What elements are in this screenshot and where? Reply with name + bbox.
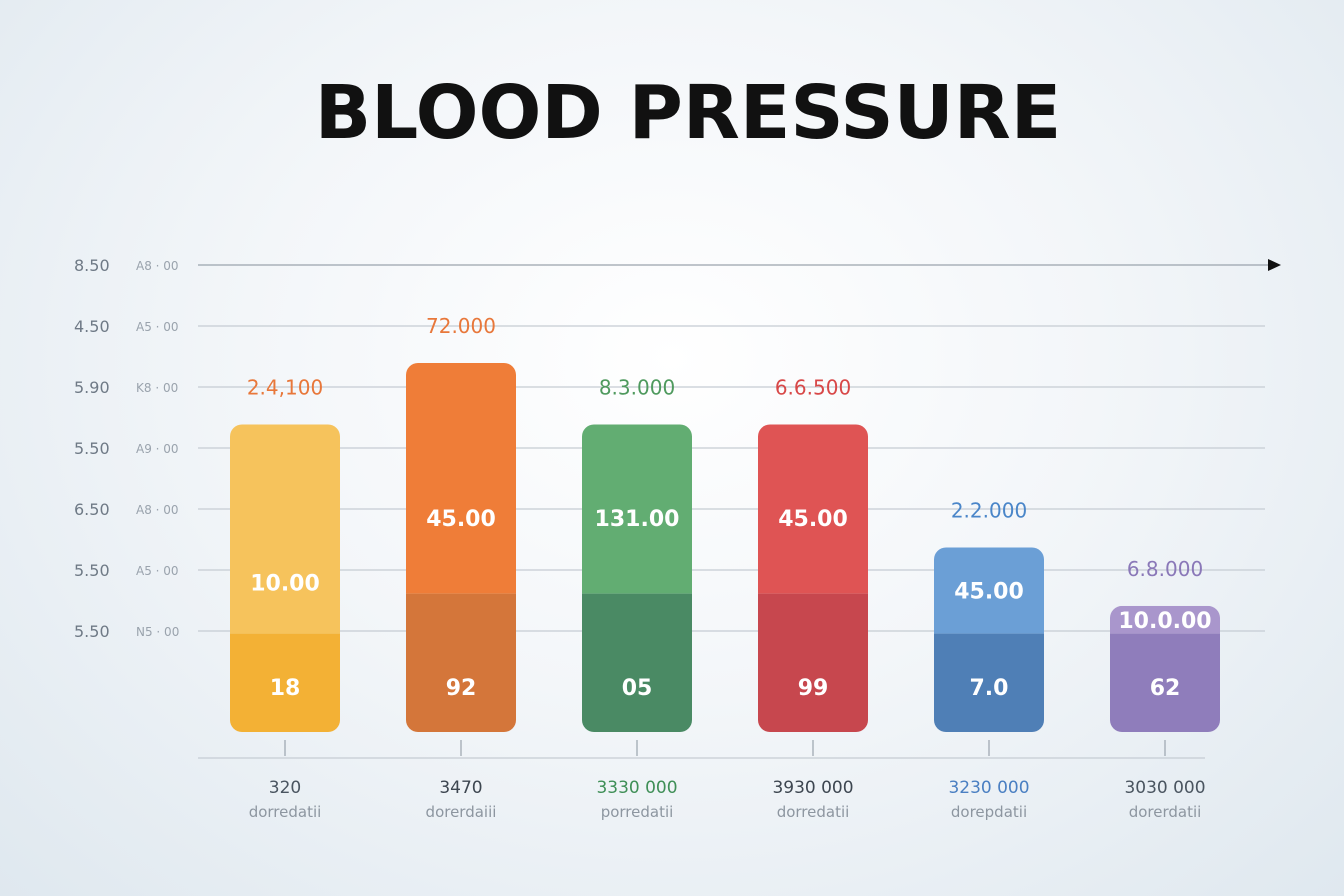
x-category-label: 3030 000 <box>1124 778 1205 798</box>
bar-top-label: 2.4,100 <box>247 376 323 400</box>
y-tick-label: 5.50 <box>74 622 110 641</box>
bar-mid-label: 45.00 <box>954 580 1024 605</box>
x-category-sublabel: dorerdaiii <box>426 803 497 821</box>
bar-top-label: 6.8.000 <box>1127 557 1203 581</box>
bar <box>934 547 1044 634</box>
y-tick-sublabel: A8 · 00 <box>136 259 179 273</box>
bar-group: 8.3.000 131.00 05 <box>582 376 692 732</box>
bar-mid-label: 45.00 <box>778 507 848 532</box>
y-tick-sublabel: A8 · 00 <box>136 503 179 517</box>
bar-group: 6.6.500 45.00 99 <box>758 376 868 732</box>
bar-mid-label: 10.00 <box>250 572 320 597</box>
y-axis: 8.50 A8 · 00 4.50 A5 · 00 5.90 K8 · 00 5.50 A9 … <box>74 256 179 641</box>
axis-arrow-icon <box>1268 259 1281 271</box>
bar-mid-label: 131.00 <box>595 507 680 532</box>
gridlines <box>198 259 1281 632</box>
bar-bottom-label: 7.0 <box>970 676 1009 701</box>
bar <box>582 424 692 594</box>
y-tick-sublabel: A5 · 00 <box>136 320 179 334</box>
x-category-label: 3470 <box>439 778 482 798</box>
bar-group: 72.000 45.00 92 <box>406 314 516 732</box>
bar-base-segment <box>1110 633 1220 732</box>
bar <box>1110 605 1220 634</box>
y-tick-label: 5.50 <box>74 439 110 458</box>
y-tick-sublabel: A5 · 00 <box>136 564 179 578</box>
x-category-label: 3230 000 <box>948 778 1029 798</box>
bar <box>406 363 516 594</box>
x-category-sublabel: dorredatii <box>777 803 850 821</box>
bar-group: 2.2.000 45.00 7.0 <box>934 499 1044 732</box>
bars: 2.4,100 10.00 18 72.000 45.00 92 8.3.000 131.00… <box>230 314 1220 732</box>
bar <box>758 424 868 594</box>
x-category-label: 3930 000 <box>772 778 853 798</box>
y-tick-label: 4.50 <box>74 317 110 336</box>
x-category-sublabel: dorerdatii <box>1129 803 1202 821</box>
bar-bottom-label: 99 <box>798 676 829 701</box>
x-category-sublabel: dorredatii <box>249 803 322 821</box>
y-tick-sublabel: K8 · 00 <box>136 381 178 395</box>
bar-group: 2.4,100 10.00 18 <box>230 376 340 732</box>
x-category-label: 320 <box>269 778 301 798</box>
y-tick-label: 6.50 <box>74 500 110 519</box>
bar-top-label: 72.000 <box>426 314 496 338</box>
bar-top-label: 6.6.500 <box>775 376 851 400</box>
y-tick-sublabel: A9 · 00 <box>136 442 179 456</box>
x-category-sublabel: dorepdatii <box>951 803 1027 821</box>
bar-group: 6.8.000 10.0.00 62 <box>1110 557 1220 732</box>
y-tick-label: 8.50 <box>74 256 110 275</box>
x-axis: 320 dorredatii 3470 dorerdaiii 3330 000 porre… <box>198 740 1206 821</box>
bar-base-segment <box>230 633 340 732</box>
bar-top-label: 8.3.000 <box>599 376 675 400</box>
y-tick-sublabel: N5 · 00 <box>136 625 179 639</box>
bar-base-segment <box>406 593 516 732</box>
bar <box>230 424 340 634</box>
chart-title: BLOOD PRESSURE <box>315 70 1062 156</box>
bar-bottom-label: 18 <box>270 676 301 701</box>
bar-mid-label: 45.00 <box>426 507 496 532</box>
bar-mid-label: 10.0.00 <box>1118 609 1211 634</box>
bar-base-segment <box>934 633 1044 732</box>
bar-base-segment <box>758 593 868 732</box>
bar-bottom-label: 62 <box>1150 676 1181 701</box>
x-category-label: 3330 000 <box>596 778 677 798</box>
bar-bottom-label: 92 <box>446 676 477 701</box>
bar-top-label: 2.2.000 <box>951 499 1027 523</box>
y-tick-label: 5.50 <box>74 561 110 580</box>
y-tick-label: 5.90 <box>74 378 110 397</box>
bar-base-segment <box>582 593 692 732</box>
bar-bottom-label: 05 <box>622 676 653 701</box>
x-category-sublabel: porredatii <box>601 803 674 821</box>
